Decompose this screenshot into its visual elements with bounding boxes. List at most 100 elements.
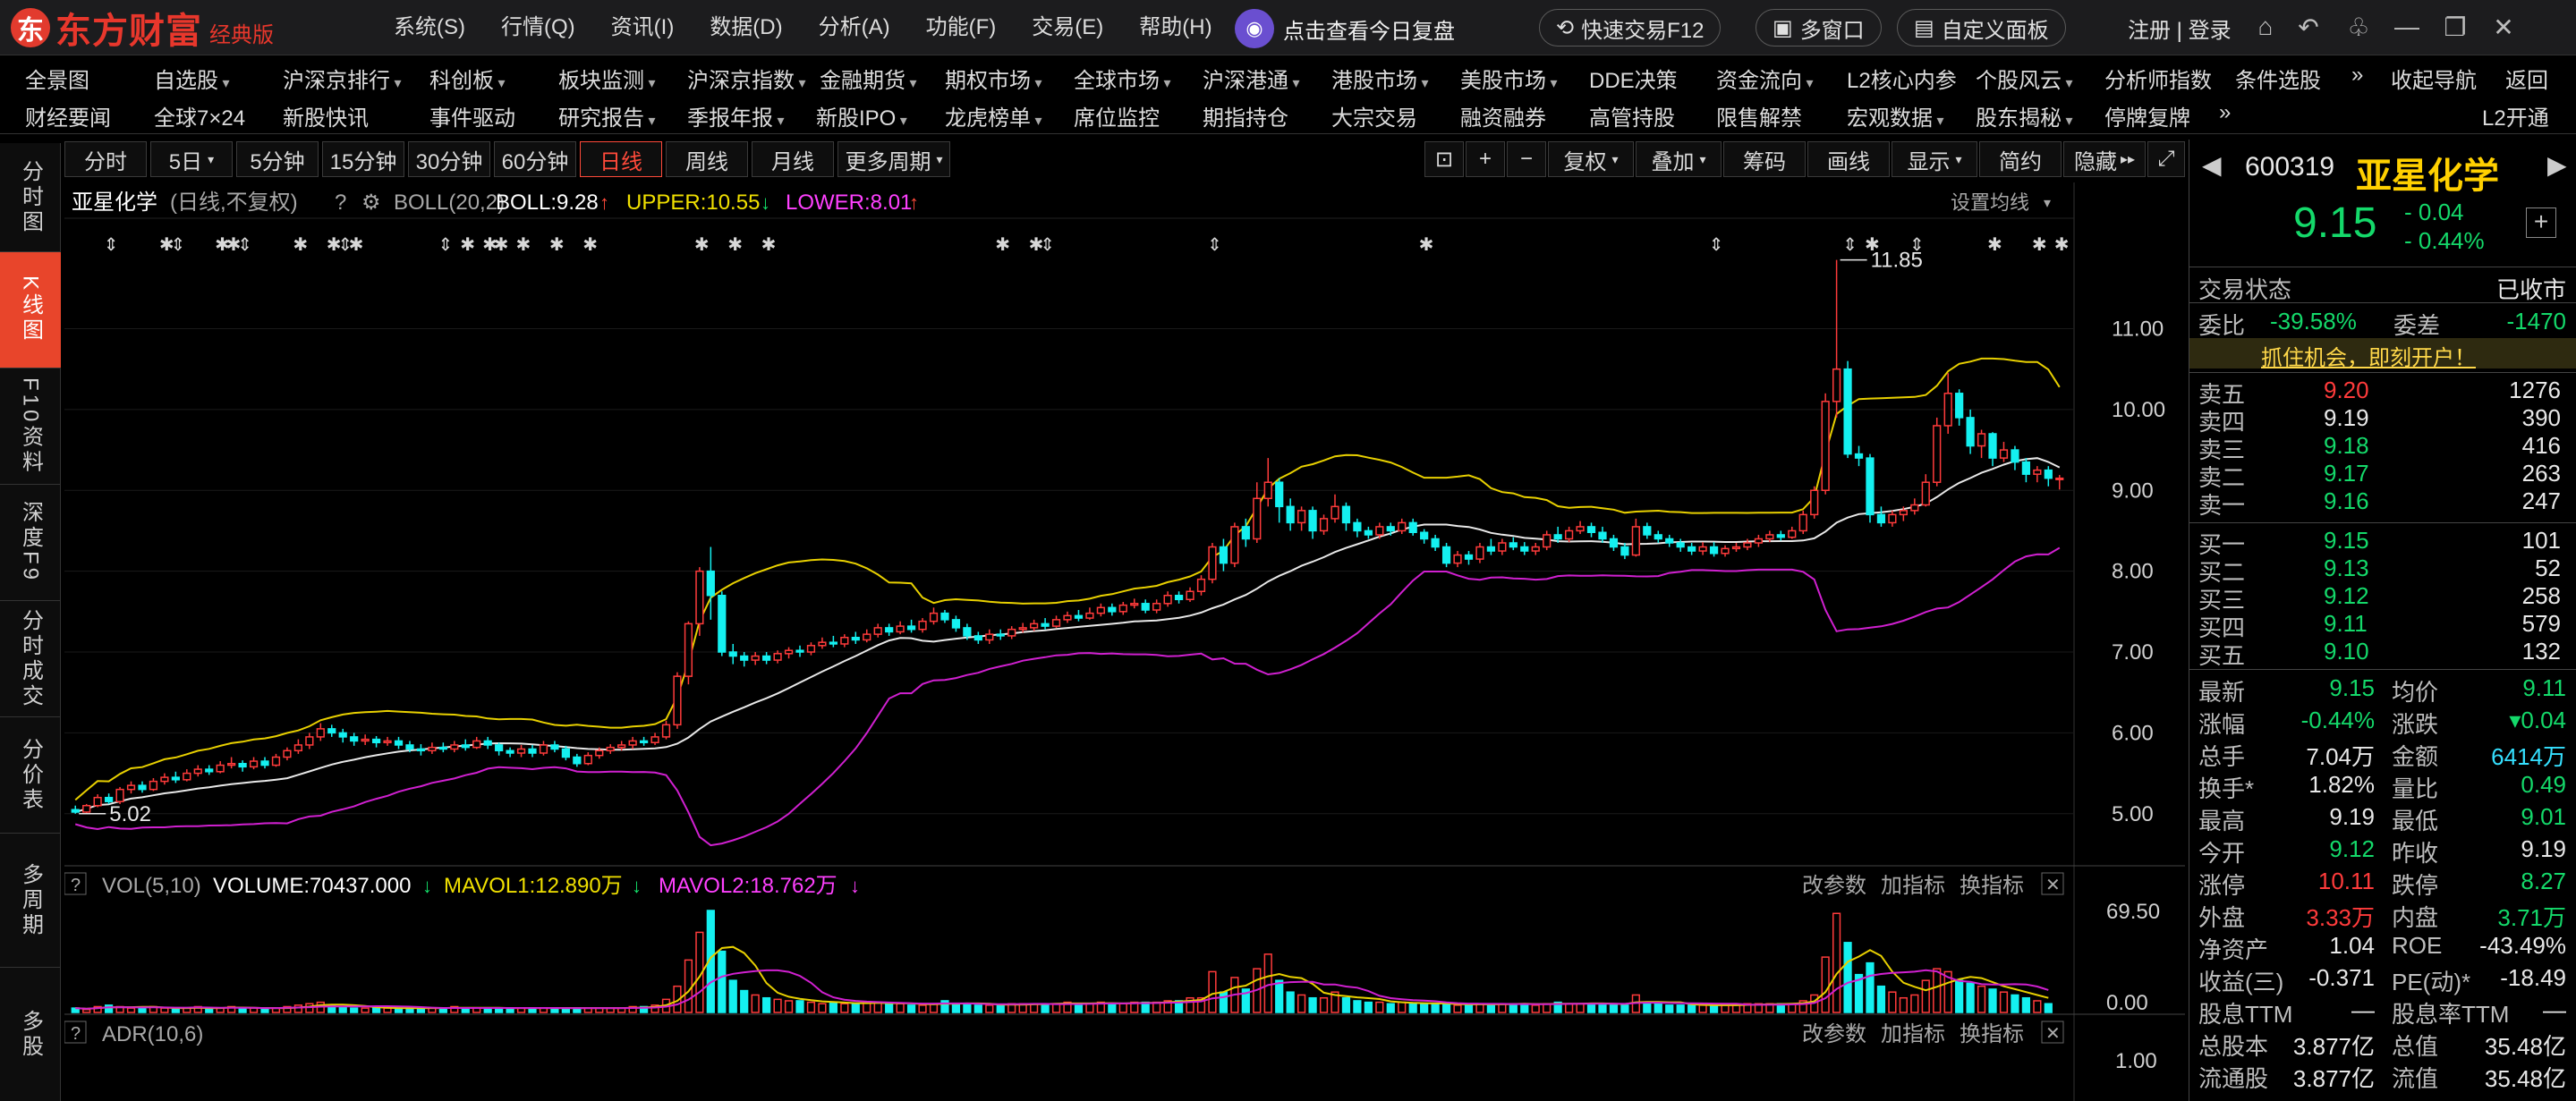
nav-suspension[interactable]: 停牌复牌 bbox=[2104, 106, 2190, 131]
nav-events[interactable]: 事件驱动 bbox=[429, 106, 515, 131]
period-15min[interactable]: 15分钟 bbox=[322, 141, 404, 177]
event-marker[interactable]: ⇕ bbox=[1040, 235, 1055, 255]
nav-seat-monitor[interactable]: 席位监控 bbox=[1074, 106, 1160, 131]
event-marker[interactable]: ⇕ bbox=[237, 235, 252, 255]
ask-row[interactable]: 卖五 9.20 1276 bbox=[2189, 376, 2576, 408]
nav-fund-flow[interactable]: 资金流向 bbox=[1716, 63, 1813, 94]
nav-l2-open[interactable]: L2开通 bbox=[2482, 106, 2549, 131]
nav-us[interactable]: 美股市场 bbox=[1460, 63, 1557, 94]
open-account-link[interactable]: 抓住机会，即刻开户！ bbox=[2261, 346, 2476, 370]
event-marker[interactable]: ✱ bbox=[761, 235, 777, 255]
period-5min[interactable]: 5分钟 bbox=[236, 141, 319, 177]
stats-row[interactable]: 股息TTM — 股息率TTM — bbox=[2189, 995, 2576, 1028]
overlay-button[interactable]: 叠加 ▾ bbox=[1636, 141, 1722, 177]
nav-7x24[interactable]: 全球7×24 bbox=[154, 106, 246, 131]
nav-collapse[interactable]: 收起导航 bbox=[2391, 69, 2477, 93]
nav-index[interactable]: 沪深京指数 bbox=[687, 63, 805, 94]
stats-row[interactable]: 涨停 10.11 跌停 8.27 bbox=[2189, 866, 2576, 899]
draw-button[interactable]: 画线 bbox=[1807, 141, 1890, 177]
period-60min[interactable]: 60分钟 bbox=[494, 141, 576, 177]
event-marker[interactable]: ✱ bbox=[482, 235, 497, 255]
event-marker[interactable]: ⇕ bbox=[1709, 235, 1724, 255]
event-marker[interactable]: ✱ bbox=[995, 235, 1010, 255]
event-marker[interactable]: ⇕ bbox=[1909, 235, 1925, 255]
period-5day[interactable]: 5日 ▾ bbox=[150, 141, 233, 177]
hide-button[interactable]: 隐藏 ▸▸ bbox=[2063, 141, 2146, 177]
period-more[interactable]: 更多周期 ▾ bbox=[837, 141, 950, 177]
vol-edit-params[interactable]: 改参数 bbox=[1802, 874, 1866, 898]
nav-news[interactable]: 财经要闻 bbox=[25, 106, 111, 131]
event-marker[interactable]: ✱ bbox=[582, 235, 598, 255]
period-timeshare[interactable]: 分时 bbox=[64, 141, 147, 177]
nav-l2[interactable]: L2核心内参 bbox=[1847, 69, 1957, 93]
bid-row[interactable]: 买二 9.13 52 bbox=[2189, 554, 2576, 586]
adjust-button[interactable]: 复权 ▾ bbox=[1548, 141, 1634, 177]
stats-row[interactable]: 最高 9.19 最低 9.01 bbox=[2189, 801, 2576, 834]
ask-row[interactable]: 卖一 9.16 247 bbox=[2189, 487, 2576, 519]
adr-help-icon[interactable] bbox=[64, 1021, 87, 1044]
nav-panorama[interactable]: 全景图 bbox=[25, 69, 89, 93]
event-marker[interactable]: ✱ bbox=[1865, 235, 1880, 255]
nav-return[interactable]: 返回 bbox=[2505, 69, 2548, 93]
period-30min[interactable]: 30分钟 bbox=[408, 141, 490, 177]
nav-dde[interactable]: DDE决策 bbox=[1589, 69, 1678, 93]
menu-data[interactable]: 数据(D) bbox=[710, 15, 783, 39]
bid-row[interactable]: 买四 9.11 579 bbox=[2189, 609, 2576, 641]
event-marker[interactable]: ⇕ bbox=[1207, 235, 1222, 255]
restore-icon[interactable]: ❐ bbox=[2444, 13, 2467, 41]
event-marker[interactable]: ✱ bbox=[349, 235, 364, 255]
nav-options[interactable]: 期权市场 bbox=[945, 63, 1041, 94]
stats-row[interactable]: 外盘 3.33万 内盘 3.71万 bbox=[2189, 898, 2576, 931]
minimize-icon[interactable]: — bbox=[2394, 13, 2419, 40]
next-stock-icon[interactable]: ▶ bbox=[2547, 151, 2567, 179]
menu-quote[interactable]: 行情(Q) bbox=[501, 15, 575, 39]
nav-margin[interactable]: 融资融券 bbox=[1460, 106, 1546, 131]
ask-row[interactable]: 卖二 9.17 263 bbox=[2189, 459, 2576, 491]
vol-swap-indicator[interactable]: 换指标 bbox=[1960, 874, 2024, 898]
side-tab-f10[interactable]: F10资料 bbox=[0, 368, 61, 485]
nav-star-market[interactable]: 科创板 bbox=[429, 63, 505, 94]
vol-help-icon[interactable] bbox=[64, 872, 87, 895]
nav-watchlist[interactable]: 自选股 bbox=[154, 63, 229, 94]
nav-research[interactable]: 研究报告 bbox=[558, 100, 655, 131]
stats-row[interactable]: 最新 9.15 均价 9.11 bbox=[2189, 673, 2576, 706]
multi-window-button[interactable]: ▣ 多窗口 bbox=[1756, 9, 1882, 47]
nav-ranking[interactable]: 沪深京排行 bbox=[283, 63, 401, 94]
ask-row[interactable]: 卖三 9.18 416 bbox=[2189, 431, 2576, 463]
nav-hk[interactable]: 港股市场 bbox=[1331, 63, 1428, 94]
nav-more-2[interactable]: » bbox=[2219, 100, 2232, 124]
nav-dragon-tiger[interactable]: 龙虎榜单 bbox=[945, 100, 1041, 131]
event-marker[interactable]: ✱ bbox=[1987, 235, 2002, 255]
event-marker[interactable]: ✱ bbox=[516, 235, 531, 255]
stats-row[interactable]: 收益(三) -0.371 PE(动)* -18.49 bbox=[2189, 962, 2576, 995]
event-marker[interactable]: ✱ bbox=[460, 235, 475, 255]
side-tab-f9[interactable]: 深度F9 bbox=[0, 485, 61, 601]
period-weekly[interactable]: 周线 bbox=[666, 141, 748, 177]
adr-add-indicator[interactable]: 加指标 bbox=[1881, 1022, 1945, 1046]
event-marker[interactable]: ✱ bbox=[159, 235, 174, 255]
event-marker[interactable]: ✱ bbox=[1029, 235, 1044, 255]
ma-settings-link[interactable]: 设置均线 bbox=[1951, 191, 2029, 214]
nav-shareholder[interactable]: 股东揭秘 bbox=[1976, 100, 2072, 131]
event-marker[interactable]: ✱ bbox=[727, 235, 743, 255]
stats-row[interactable]: 换手* 1.82% 量比 0.49 bbox=[2189, 769, 2576, 802]
event-marker[interactable]: ✱ bbox=[2054, 235, 2070, 255]
quick-trade-button[interactable]: ⟲ 快速交易F12 bbox=[1539, 9, 1722, 47]
nav-futures[interactable]: 金融期货 bbox=[820, 63, 916, 94]
nav-ipo[interactable]: 新股IPO bbox=[816, 100, 907, 131]
event-marker[interactable]: ✱ bbox=[1419, 235, 1434, 255]
bid-row[interactable]: 买五 9.10 132 bbox=[2189, 637, 2576, 669]
side-tab-kline[interactable]: K线图 bbox=[0, 252, 61, 368]
daily-review-promo[interactable]: ◉ 点击查看今日复盘 bbox=[1235, 9, 1455, 48]
nav-analyst[interactable]: 分析师指数 bbox=[2104, 69, 2212, 93]
event-marker[interactable]: ⇕ bbox=[1842, 235, 1858, 255]
event-marker[interactable]: ✱ bbox=[215, 235, 230, 255]
side-tab-timeshare[interactable]: 分时图 bbox=[0, 143, 61, 252]
close-icon[interactable]: ✕ bbox=[2493, 13, 2514, 41]
event-marker[interactable]: ✱ bbox=[549, 235, 565, 255]
nav-global[interactable]: 全球市场 bbox=[1074, 63, 1170, 94]
side-tab-multi-stock[interactable]: 多股 bbox=[18, 1009, 43, 1060]
adr-swap-indicator[interactable]: 换指标 bbox=[1960, 1022, 2024, 1046]
menu-trade[interactable]: 交易(E) bbox=[1032, 15, 1104, 39]
custom-panel-button[interactable]: ▤ 自定义面板 bbox=[1897, 9, 2066, 47]
